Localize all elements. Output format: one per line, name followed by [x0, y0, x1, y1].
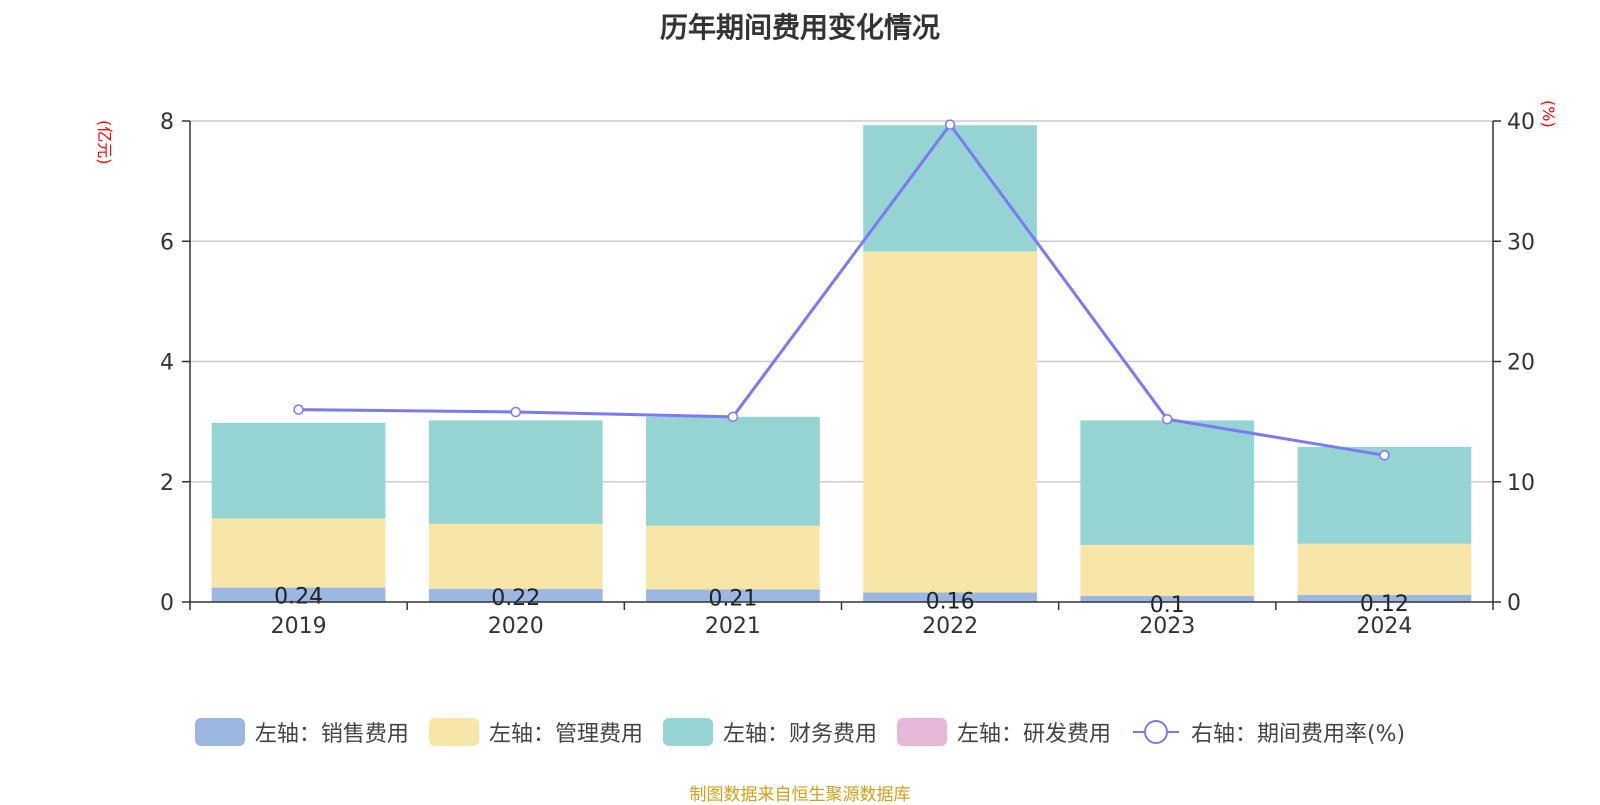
chart-title: 历年期间费用变化情况	[659, 11, 940, 44]
expense-ratio-point	[944, 119, 956, 130]
bar-segment	[428, 588, 603, 602]
right-axis-tick-label: 30	[1507, 230, 1535, 255]
bar-data-label: 0.22	[491, 586, 540, 611]
legend-item-admin[interactable]: 左轴：管理费用	[428, 716, 643, 748]
left-axis-tick-label: 4	[160, 351, 174, 376]
legend-swatch-rd	[896, 718, 947, 746]
bar-segment	[646, 416, 820, 526]
left-axis-tick-label: 6	[160, 230, 174, 255]
bar-segment	[1080, 595, 1255, 602]
bar-data-label: 0.1	[1150, 593, 1185, 618]
bar-segment	[1297, 543, 1472, 595]
legend-swatch-finance	[662, 718, 713, 746]
bar-data-label: 0.12	[1360, 592, 1409, 617]
expense-ratio-point	[1379, 450, 1390, 461]
right-axis-tick-label: 20	[1507, 351, 1535, 376]
bar-segment	[211, 587, 386, 602]
left-axis-tick-label: 0	[160, 591, 174, 616]
expense-ratio-point	[293, 404, 304, 415]
bar-segment	[1297, 446, 1472, 544]
bar-segment	[863, 592, 1037, 602]
x-axis-tick-label: 2020	[488, 614, 544, 639]
expense-ratio-point	[727, 411, 739, 423]
bar-segment	[1080, 544, 1255, 596]
expense-ratio-line	[298, 122, 1385, 457]
chart-legend: 左轴：销售费用 左轴：管理费用 左轴：财务费用 左轴：研发费用 右轴：期间费用率…	[0, 716, 1600, 748]
bar-data-label: 0.21	[708, 586, 757, 611]
right-axis-tick-label: 10	[1507, 471, 1535, 496]
legend-item-finance[interactable]: 左轴：财务费用	[662, 716, 877, 748]
bar-data-label: 0.24	[274, 585, 323, 610]
expense-ratio-point	[510, 406, 521, 418]
legend-item-sales[interactable]: 左轴：销售费用	[194, 716, 409, 748]
legend-label-finance: 左轴：财务费用	[722, 722, 877, 747]
right-axis-tick-label: 40	[1507, 110, 1535, 135]
bar-segment	[863, 251, 1037, 593]
bar-segment	[211, 422, 386, 519]
bar-segment	[211, 518, 386, 588]
legend-item-expense-ratio[interactable]: 右轴：期间费用率(%)	[1131, 716, 1405, 748]
legend-label-sales: 左轴：销售费用	[254, 722, 409, 747]
x-axis-tick-label: 2024	[1356, 614, 1412, 639]
legend-label-rd: 左轴：研发费用	[956, 722, 1111, 747]
left-axis-tick-label: 8	[160, 110, 174, 135]
legend-swatch-admin	[428, 718, 479, 746]
x-axis-tick-label: 2019	[271, 614, 327, 639]
data-source-note: 制图数据来自恒生聚源数据库	[689, 785, 911, 805]
bar-segment	[863, 125, 1037, 252]
x-axis-tick-label: 2022	[922, 614, 978, 639]
legend-line-marker-icon	[1132, 720, 1179, 744]
bar-segment	[428, 523, 603, 589]
bar-segment	[646, 589, 820, 602]
left-axis-tick-label: 2	[160, 471, 174, 496]
bar-segment	[428, 420, 603, 524]
legend-label-admin: 左轴：管理费用	[488, 722, 643, 747]
x-axis-tick-label: 2021	[705, 614, 761, 639]
x-axis-tick-label: 2023	[1139, 614, 1195, 639]
right-axis-tick-label: 0	[1507, 591, 1521, 616]
legend-swatch-sales	[194, 718, 245, 746]
legend-item-rd[interactable]: 左轴：研发费用	[896, 716, 1111, 748]
bar-segment	[1297, 594, 1472, 602]
bar-segment	[646, 525, 820, 590]
legend-label-expense-ratio: 右轴：期间费用率(%)	[1190, 722, 1406, 747]
bar-segment	[1080, 420, 1255, 545]
expense-ratio-point	[1162, 413, 1173, 425]
